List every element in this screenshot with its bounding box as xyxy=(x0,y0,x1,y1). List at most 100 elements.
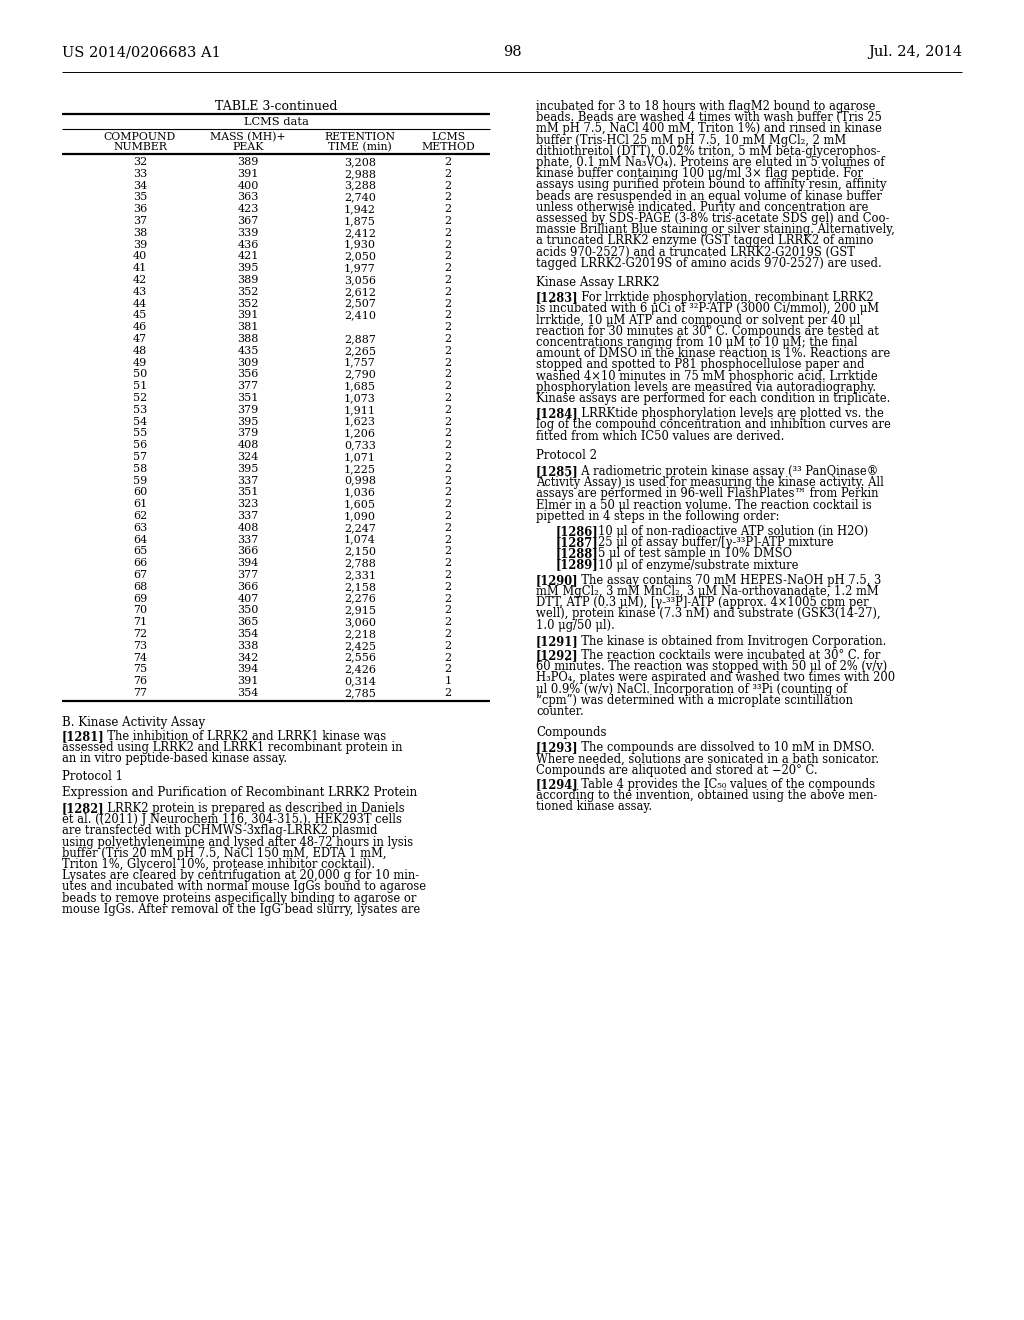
Text: 67: 67 xyxy=(133,570,147,579)
Text: 2: 2 xyxy=(444,346,452,356)
Text: 2: 2 xyxy=(444,370,452,379)
Text: acids 970-2527) and a truncated LRRK2-G2019S (GST: acids 970-2527) and a truncated LRRK2-G2… xyxy=(536,246,855,259)
Text: 98: 98 xyxy=(503,45,521,59)
Text: [1286]: [1286] xyxy=(556,525,599,539)
Text: 2,612: 2,612 xyxy=(344,286,376,297)
Text: 70: 70 xyxy=(133,606,147,615)
Text: [1294]: [1294] xyxy=(536,777,579,791)
Text: 2,915: 2,915 xyxy=(344,606,376,615)
Text: 36: 36 xyxy=(133,205,147,214)
Text: METHOD: METHOD xyxy=(421,143,475,152)
Text: Lysates are cleared by centrifugation at 20,000 g for 10 min-: Lysates are cleared by centrifugation at… xyxy=(62,869,419,882)
Text: 2: 2 xyxy=(444,440,452,450)
Text: 2,556: 2,556 xyxy=(344,652,376,663)
Text: 2: 2 xyxy=(444,310,452,321)
Text: 407: 407 xyxy=(238,594,259,603)
Text: 2,790: 2,790 xyxy=(344,370,376,379)
Text: 391: 391 xyxy=(238,310,259,321)
Text: 389: 389 xyxy=(238,157,259,168)
Text: Where needed, solutions are sonicated in a bath sonicator.: Where needed, solutions are sonicated in… xyxy=(536,752,880,766)
Text: 2,265: 2,265 xyxy=(344,346,376,356)
Text: 39: 39 xyxy=(133,240,147,249)
Text: 48: 48 xyxy=(133,346,147,356)
Text: 2,276: 2,276 xyxy=(344,594,376,603)
Text: phate, 0.1 mM Na₃VO₄). Proteins are eluted in 5 volumes of: phate, 0.1 mM Na₃VO₄). Proteins are elut… xyxy=(536,156,885,169)
Text: COMPOUND: COMPOUND xyxy=(103,132,176,143)
Text: 0,314: 0,314 xyxy=(344,676,376,686)
Text: 49: 49 xyxy=(133,358,147,367)
Text: 47: 47 xyxy=(133,334,147,345)
Text: The kinase is obtained from Invitrogen Corporation.: The kinase is obtained from Invitrogen C… xyxy=(574,635,887,648)
Text: beads. Beads are washed 4 times with wash buffer (Tris 25: beads. Beads are washed 4 times with was… xyxy=(536,111,882,124)
Text: 60: 60 xyxy=(133,487,147,498)
Text: 356: 356 xyxy=(238,370,259,379)
Text: 2: 2 xyxy=(444,251,452,261)
Text: 2: 2 xyxy=(444,157,452,168)
Text: 1,875: 1,875 xyxy=(344,216,376,226)
Text: 3,056: 3,056 xyxy=(344,275,376,285)
Text: [1288]: [1288] xyxy=(556,548,599,561)
Text: 10 μl of non-radioactive ATP solution (in H2O): 10 μl of non-radioactive ATP solution (i… xyxy=(598,525,868,539)
Text: 2: 2 xyxy=(444,511,452,521)
Text: 309: 309 xyxy=(238,358,259,367)
Text: 2: 2 xyxy=(444,381,452,391)
Text: 2,331: 2,331 xyxy=(344,570,376,579)
Text: assessed using LRRK2 and LRRK1 recombinant protein in: assessed using LRRK2 and LRRK1 recombina… xyxy=(62,742,402,754)
Text: Protocol 2: Protocol 2 xyxy=(536,449,597,462)
Text: 57: 57 xyxy=(133,451,147,462)
Text: The inhibition of LRRK2 and LRRK1 kinase was: The inhibition of LRRK2 and LRRK1 kinase… xyxy=(100,730,386,743)
Text: LRRKtide phosphorylation levels are plotted vs. the: LRRKtide phosphorylation levels are plot… xyxy=(574,407,884,420)
Text: The compounds are dissolved to 10 mM in DMSO.: The compounds are dissolved to 10 mM in … xyxy=(574,742,874,755)
Text: 2: 2 xyxy=(444,298,452,309)
Text: 2,247: 2,247 xyxy=(344,523,376,533)
Text: 76: 76 xyxy=(133,676,147,686)
Text: 44: 44 xyxy=(133,298,147,309)
Text: 2: 2 xyxy=(444,181,452,190)
Text: 2: 2 xyxy=(444,652,452,663)
Text: stopped and spotted to P81 phosphocellulose paper and: stopped and spotted to P81 phosphocellul… xyxy=(536,359,864,371)
Text: Kinase Assay LRRK2: Kinase Assay LRRK2 xyxy=(536,276,659,289)
Text: 2: 2 xyxy=(444,618,452,627)
Text: 2: 2 xyxy=(444,664,452,675)
Text: 350: 350 xyxy=(238,606,259,615)
Text: 408: 408 xyxy=(238,440,259,450)
Text: 41: 41 xyxy=(133,263,147,273)
Text: 2,410: 2,410 xyxy=(344,310,376,321)
Text: 365: 365 xyxy=(238,618,259,627)
Text: 1,685: 1,685 xyxy=(344,381,376,391)
Text: an in vitro peptide-based kinase assay.: an in vitro peptide-based kinase assay. xyxy=(62,752,287,766)
Text: 337: 337 xyxy=(238,475,259,486)
Text: 72: 72 xyxy=(133,630,147,639)
Text: [1284]: [1284] xyxy=(536,407,579,420)
Text: 366: 366 xyxy=(238,546,259,557)
Text: TIME (min): TIME (min) xyxy=(328,143,392,152)
Text: 1,911: 1,911 xyxy=(344,405,376,414)
Text: 367: 367 xyxy=(238,216,259,226)
Text: 337: 337 xyxy=(238,511,259,521)
Text: [1291]: [1291] xyxy=(536,635,579,648)
Text: Protocol 1: Protocol 1 xyxy=(62,770,123,783)
Text: lrrktide, 10 μM ATP and compound or solvent per 40 μl: lrrktide, 10 μM ATP and compound or solv… xyxy=(536,314,860,326)
Text: 60 minutes. The reaction was stopped with 50 μl of 2% (v/v): 60 minutes. The reaction was stopped wit… xyxy=(536,660,887,673)
Text: counter.: counter. xyxy=(536,705,584,718)
Text: 351: 351 xyxy=(238,393,259,403)
Text: 75: 75 xyxy=(133,664,147,675)
Text: For lrrktide phosphorylation, recombinant LRRK2: For lrrktide phosphorylation, recombinan… xyxy=(574,292,873,304)
Text: 38: 38 xyxy=(133,228,147,238)
Text: [1287]: [1287] xyxy=(556,536,599,549)
Text: LCMS: LCMS xyxy=(431,132,465,143)
Text: 366: 366 xyxy=(238,582,259,591)
Text: [1293]: [1293] xyxy=(536,742,579,755)
Text: 2,412: 2,412 xyxy=(344,228,376,238)
Text: tagged LRRK2-G2019S of amino acids 970-2527) are used.: tagged LRRK2-G2019S of amino acids 970-2… xyxy=(536,257,882,269)
Text: 77: 77 xyxy=(133,688,147,698)
Text: Activity Assay) is used for measuring the kinase activity. All: Activity Assay) is used for measuring th… xyxy=(536,477,884,490)
Text: LCMS data: LCMS data xyxy=(244,117,308,127)
Text: 2: 2 xyxy=(444,688,452,698)
Text: 2: 2 xyxy=(444,275,452,285)
Text: 391: 391 xyxy=(238,676,259,686)
Text: 2: 2 xyxy=(444,334,452,345)
Text: [1290]: [1290] xyxy=(536,574,579,587)
Text: 5 μl of test sample in 10% DMSO: 5 μl of test sample in 10% DMSO xyxy=(598,548,792,561)
Text: 51: 51 xyxy=(133,381,147,391)
